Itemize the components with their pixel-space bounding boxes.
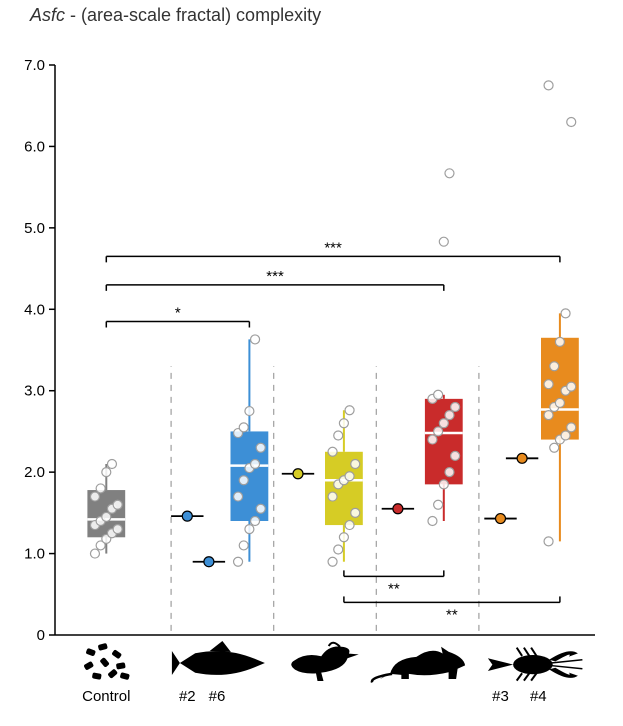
ytick-label: 6.0 bbox=[24, 138, 45, 155]
rat-box-point bbox=[451, 403, 460, 412]
silhouette-fish bbox=[172, 641, 265, 675]
crayfish-4-box-point bbox=[544, 81, 553, 90]
bottom-label: Control bbox=[82, 688, 130, 705]
ytick-label: 7.0 bbox=[24, 57, 45, 74]
rat-box-point bbox=[439, 480, 448, 489]
crayfish-4-box-point bbox=[544, 411, 553, 420]
fish-6-box-point bbox=[234, 492, 243, 501]
crayfish-4-box-point bbox=[567, 118, 576, 127]
ytick-label: 0 bbox=[37, 627, 45, 644]
bottom-label: #6 bbox=[209, 688, 226, 705]
sig-label: ** bbox=[446, 606, 458, 623]
rat-box-point bbox=[445, 411, 454, 420]
rat-box-point bbox=[434, 500, 443, 509]
bird-box-point bbox=[345, 406, 354, 415]
silhouette-bird bbox=[291, 643, 359, 681]
bird-box-point bbox=[351, 508, 360, 517]
rat-median-dot bbox=[393, 504, 403, 514]
rat-box-point bbox=[445, 169, 454, 178]
ytick-label: 3.0 bbox=[24, 383, 45, 400]
crayfish-4-box-point bbox=[550, 362, 559, 371]
fish-6-box-point bbox=[239, 541, 248, 550]
fish-2-dot bbox=[182, 511, 192, 521]
rat-box-point bbox=[428, 435, 437, 444]
fish-6-box-point bbox=[251, 517, 260, 526]
bird-box-point bbox=[345, 521, 354, 530]
control-box-point bbox=[96, 484, 105, 493]
bird-box-point bbox=[339, 533, 348, 542]
title-rest: - (area-scale fractal) complexity bbox=[65, 5, 321, 25]
crayfish-4-box-point bbox=[544, 380, 553, 389]
ytick-label: 2.0 bbox=[24, 464, 45, 481]
fish-6-box-point bbox=[245, 525, 254, 534]
crayfish-4-box-point bbox=[561, 431, 570, 440]
chart-title: Asfc - (area-scale fractal) complexity bbox=[30, 5, 321, 26]
control-box-point bbox=[107, 460, 116, 469]
bird-box-point bbox=[328, 557, 337, 566]
silhouette-pellets bbox=[83, 643, 130, 680]
bird-box-point bbox=[334, 545, 343, 554]
crayfish-4-box-point bbox=[567, 382, 576, 391]
fish-6-box-point bbox=[256, 504, 265, 513]
ytick-label: 1.0 bbox=[24, 546, 45, 563]
control-box-point bbox=[113, 500, 122, 509]
sig-label: *** bbox=[266, 268, 284, 285]
bird-box-point bbox=[328, 447, 337, 456]
silhouette-crayfish bbox=[488, 648, 583, 681]
control-box-point bbox=[113, 525, 122, 534]
bottom-label: #3 bbox=[492, 688, 509, 705]
fish-6-box-point bbox=[239, 423, 248, 432]
crayfish-4-box-point bbox=[567, 423, 576, 432]
sig-label: *** bbox=[324, 239, 342, 256]
crayfish-4-box-point bbox=[544, 537, 553, 546]
bird-box-point bbox=[328, 492, 337, 501]
title-prefix: Asfc bbox=[30, 5, 65, 25]
bird-box-point bbox=[334, 431, 343, 440]
bottom-label: #4 bbox=[530, 688, 547, 705]
control-box-point bbox=[90, 549, 99, 558]
fish-6-box-point bbox=[234, 557, 243, 566]
control-box-point bbox=[102, 468, 111, 477]
ytick-label: 5.0 bbox=[24, 220, 45, 237]
silhouette-rat bbox=[372, 647, 465, 683]
bird-box-point bbox=[345, 472, 354, 481]
plot-svg: 01.02.03.04.05.06.07.0***********Control… bbox=[0, 0, 623, 726]
rat-box-point bbox=[428, 517, 437, 526]
fish-6-box-point bbox=[239, 476, 248, 485]
fish-6-median-dot bbox=[204, 557, 214, 567]
sig-label: * bbox=[175, 305, 181, 322]
bird-box-point bbox=[339, 419, 348, 428]
crayfish-4-box-point bbox=[555, 337, 564, 346]
fish-6-box-point bbox=[245, 407, 254, 416]
bird-median-dot bbox=[293, 469, 303, 479]
fish-6-box-point bbox=[256, 443, 265, 452]
control-box-point bbox=[90, 492, 99, 501]
fish-6-box-point bbox=[251, 335, 260, 344]
crayfish-3-dot bbox=[496, 514, 506, 524]
rat-box-point bbox=[445, 468, 454, 477]
crayfish-4-box-point bbox=[550, 443, 559, 452]
bird-box-point bbox=[351, 460, 360, 469]
ytick-label: 4.0 bbox=[24, 301, 45, 318]
bottom-label: #2 bbox=[179, 688, 196, 705]
crayfish-4-box-point bbox=[555, 398, 564, 407]
fish-6-box-point bbox=[251, 460, 260, 469]
crayfish-4-box-point bbox=[561, 309, 570, 318]
rat-box-point bbox=[434, 390, 443, 399]
rat-box-point bbox=[434, 427, 443, 436]
rat-box-point bbox=[439, 237, 448, 246]
crayfish-4-median-dot bbox=[517, 453, 527, 463]
rat-box-point bbox=[439, 419, 448, 428]
rat-box-point bbox=[451, 451, 460, 460]
control-box-point bbox=[102, 512, 111, 521]
chart-container: Asfc - (area-scale fractal) complexity 0… bbox=[0, 0, 623, 726]
sig-label: ** bbox=[388, 580, 400, 597]
